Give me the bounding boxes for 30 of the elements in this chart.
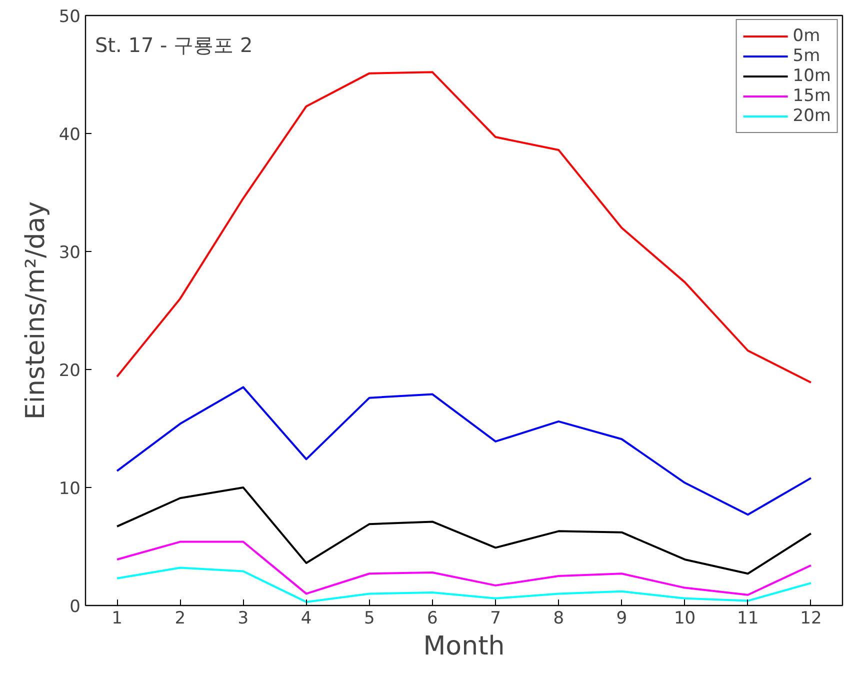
- x-tick-label: 6: [427, 608, 438, 628]
- x-tick-label: 10: [674, 608, 696, 628]
- line-series: [116, 386, 812, 516]
- x-tick-label: 2: [174, 608, 186, 628]
- y-axis-title: Einsteins/m²/day: [20, 201, 51, 420]
- x-tick-label: 12: [800, 608, 822, 628]
- y-tick-label: 0: [70, 597, 81, 617]
- y-tick-label: 50: [58, 7, 81, 27]
- line-series: [116, 540, 812, 596]
- line-series: [116, 486, 812, 575]
- x-tick-label: 1: [112, 608, 122, 628]
- y-tick-label: 30: [58, 243, 81, 263]
- legend-label: 5m: [792, 46, 820, 66]
- legend-label: 15m: [792, 86, 831, 106]
- x-tick-label: 8: [553, 608, 564, 628]
- x-tick-label: 11: [737, 608, 759, 628]
- y-tick-label: 40: [58, 125, 81, 145]
- x-tick-label: 7: [490, 608, 501, 628]
- legend-label: 20m: [792, 106, 831, 126]
- x-tick-label: 5: [364, 608, 375, 628]
- x-tick-label: 3: [238, 608, 249, 628]
- line-series: [116, 566, 812, 603]
- y-tick-label: 20: [58, 361, 81, 381]
- legend-label: 10m: [792, 66, 831, 86]
- legend-label: 0m: [792, 26, 820, 46]
- text: St. 17 - 구룡포 2: [94, 32, 253, 57]
- x-axis-title: Month: [423, 632, 505, 662]
- y-tick-label: 10: [58, 479, 81, 499]
- x-tick-label: 4: [300, 608, 312, 628]
- x-tick-label: 9: [616, 608, 628, 628]
